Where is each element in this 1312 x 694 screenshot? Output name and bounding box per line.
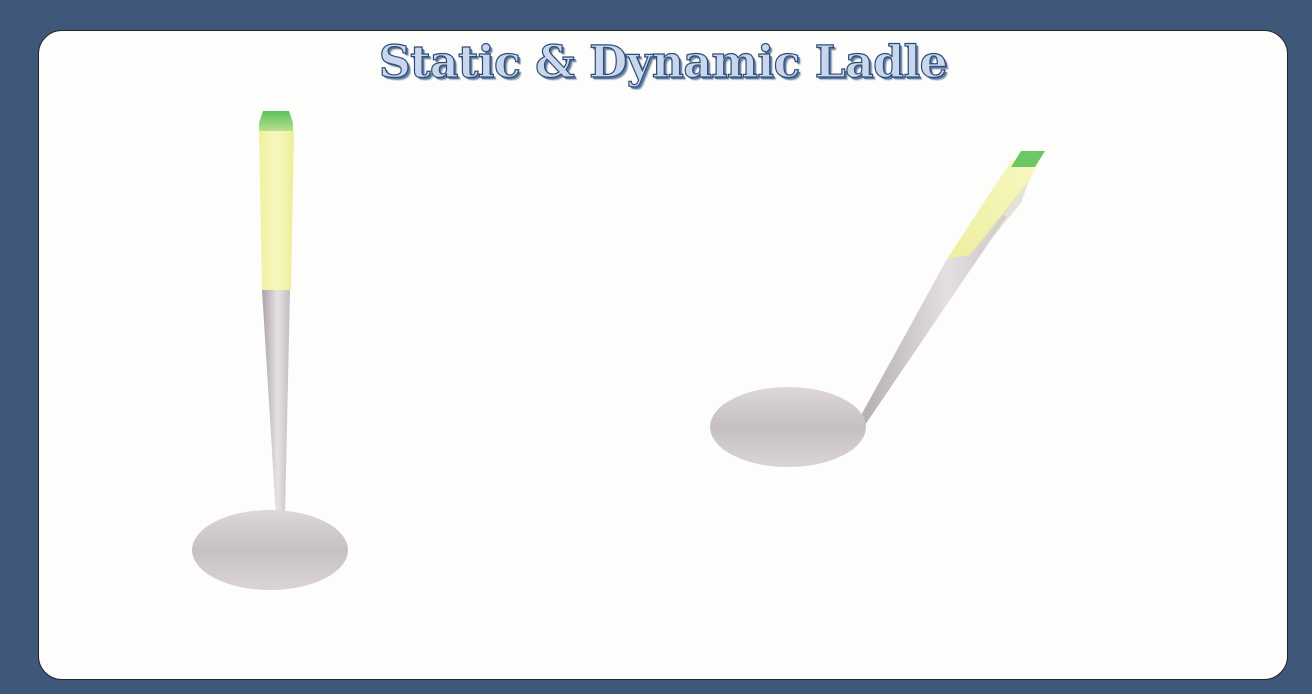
static-ladle-stem [262,290,290,515]
page-title: Static & Dynamic Ladle [378,37,948,88]
dynamic-ladle-grip [947,153,1043,259]
dynamic-ladle-tip [1011,151,1045,167]
dynamic-ladle [710,151,1045,467]
dynamic-ladle-bowl [710,387,866,467]
dynamic-ladle-stem [859,211,1007,425]
static-ladle [192,111,348,590]
stage-card: Static & Dynamic Ladle [38,30,1288,680]
static-ladle-tip [259,111,293,131]
ladle-scene [192,111,1045,590]
static-ladle-grip [259,128,294,290]
static-ladle-bowl [192,510,348,590]
dynamic-ladle-grip-shade [969,181,1029,255]
